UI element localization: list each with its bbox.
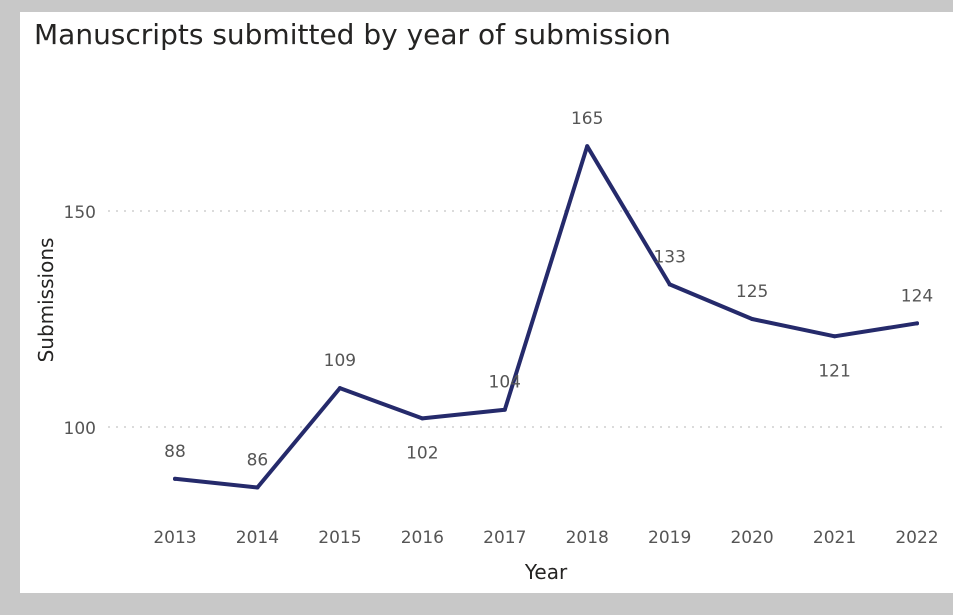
gridlines — [108, 210, 948, 428]
data-labels: 88 86 109 102 104 165 133 125 121 124 — [164, 109, 933, 470]
data-label: 124 — [901, 286, 933, 306]
data-label: 102 — [406, 443, 438, 463]
series-line — [173, 144, 919, 490]
y-axis-ticks: 100 150 — [64, 203, 96, 439]
data-point — [667, 282, 672, 287]
x-tick-label: 2018 — [566, 528, 609, 548]
x-tick-label: 2017 — [483, 528, 526, 548]
data-point — [255, 485, 260, 490]
data-point — [502, 407, 507, 412]
data-point — [585, 144, 590, 149]
data-label: 86 — [247, 450, 269, 470]
x-tick-label: 2021 — [813, 528, 856, 548]
x-tick-label: 2019 — [648, 528, 691, 548]
x-tick-label: 2013 — [153, 528, 196, 548]
x-tick-label: 2022 — [895, 528, 938, 548]
data-point — [173, 476, 177, 481]
data-label: 121 — [818, 361, 850, 381]
x-tick-label: 2014 — [236, 528, 279, 548]
x-tick-label: 2015 — [318, 528, 361, 548]
y-axis-title: Submissions — [34, 238, 58, 363]
data-label: 104 — [489, 373, 521, 393]
chart-title: Manuscripts submitted by year of submiss… — [34, 18, 671, 51]
chart-card — [20, 12, 953, 593]
data-label: 88 — [164, 442, 186, 462]
x-tick-label: 2016 — [401, 528, 444, 548]
data-point — [832, 334, 837, 339]
data-point — [750, 317, 755, 321]
data-label: 125 — [736, 282, 768, 302]
data-point — [337, 386, 342, 391]
data-label: 109 — [324, 351, 356, 371]
x-axis-ticks: 2013 2014 2015 2016 2017 2018 2019 2020 2021 2022 — [153, 528, 938, 548]
y-tick-label: 100 — [64, 419, 96, 439]
data-label: 133 — [653, 247, 685, 267]
data-point — [915, 321, 919, 326]
y-tick-label: 150 — [64, 203, 96, 223]
data-point — [420, 416, 425, 421]
series-line-layer — [173, 144, 919, 490]
data-label: 165 — [571, 109, 603, 129]
x-tick-label: 2020 — [730, 528, 773, 548]
x-axis-title: Year — [524, 560, 568, 584]
